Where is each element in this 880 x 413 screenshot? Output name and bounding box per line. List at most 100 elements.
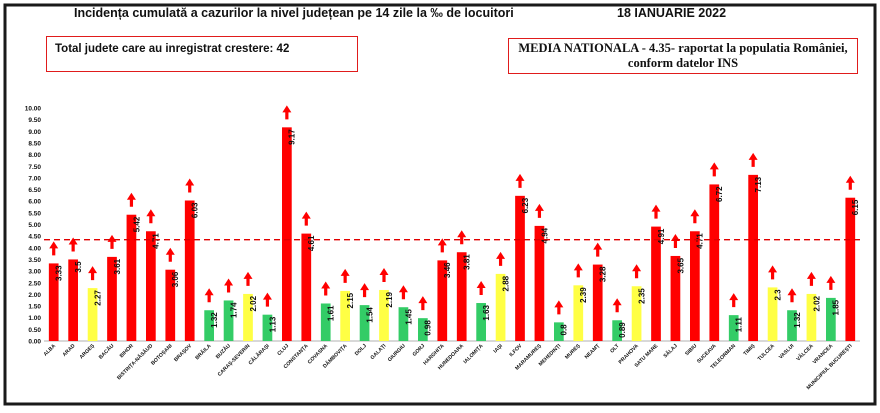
bar — [320, 303, 331, 341]
bar — [495, 273, 506, 341]
bar-value-label: 4.61 — [307, 235, 316, 251]
bar-value-label: 3.61 — [113, 258, 122, 274]
bar — [651, 226, 661, 341]
bar — [184, 200, 195, 341]
category-label: VÂLCEA — [795, 342, 815, 362]
y-tick-label: 2.50 — [28, 280, 41, 287]
category-label: GIURGIU — [387, 343, 407, 363]
trend-up-arrow — [126, 192, 136, 207]
trend-up-arrow — [632, 264, 642, 279]
category-label: TIMIȘ — [743, 343, 757, 357]
bar — [690, 231, 700, 341]
bar-value-label: 3.65 — [676, 257, 685, 273]
bar-value-label: 0.98 — [424, 320, 433, 336]
bar — [107, 256, 117, 341]
trend-up-arrow — [806, 271, 816, 286]
bar — [476, 303, 486, 341]
trend-up-arrow — [787, 288, 797, 303]
y-tick-label: 4.00 — [28, 245, 41, 252]
trend-up-arrow — [224, 278, 234, 293]
y-tick-label: 0.00 — [28, 339, 41, 346]
bar-value-label: 6.15 — [851, 199, 860, 215]
y-tick-label: 0.50 — [28, 327, 41, 334]
bar — [806, 293, 817, 341]
bar-value-label: 4.91 — [657, 228, 666, 244]
bar — [223, 300, 234, 341]
trend-up-arrow — [554, 300, 564, 315]
y-tick-label: 6.50 — [28, 187, 41, 194]
national-average-box: MEDIA NATIONALA - 4.35- raportat la popu… — [508, 38, 858, 74]
trend-up-arrow — [690, 209, 700, 224]
bar-value-label: 0.89 — [618, 322, 627, 338]
bar-value-label: 6.03 — [191, 202, 200, 218]
bar-value-label: 2.02 — [812, 295, 821, 311]
bar-value-label: 1.74 — [229, 302, 238, 318]
category-label: BRAȘOV — [173, 343, 193, 363]
bar — [728, 315, 739, 341]
category-label: VASLUI — [778, 343, 796, 361]
trend-up-arrow — [379, 267, 389, 282]
category-label: IAȘI — [493, 343, 505, 355]
y-tick-label: 10.00 — [25, 106, 42, 113]
bar — [845, 197, 856, 341]
trend-up-arrow — [670, 233, 680, 248]
category-label: GALAȚI — [370, 343, 388, 361]
bar — [709, 184, 720, 341]
trend-up-arrow — [282, 105, 292, 120]
y-tick-label: 3.00 — [28, 269, 41, 276]
trend-up-arrow — [165, 247, 175, 262]
bar — [282, 127, 292, 342]
trend-up-arrow — [398, 285, 408, 300]
category-label: ARGEȘ — [79, 343, 97, 361]
bar-value-label: 6.72 — [715, 186, 724, 202]
trend-up-arrow — [729, 293, 739, 308]
category-label: IALOMIȚA — [463, 343, 485, 365]
bar — [165, 269, 176, 341]
bar — [359, 305, 370, 341]
bar-value-label: 3.28 — [599, 266, 608, 282]
national-average-line2: conform datelor INS — [627, 56, 739, 70]
trend-up-arrow — [768, 265, 778, 280]
y-tick-label: 8.50 — [28, 140, 41, 147]
y-tick-label: 2.00 — [28, 292, 41, 299]
bar — [87, 288, 98, 341]
trend-up-arrow — [845, 175, 855, 190]
bar-value-label: 1.45 — [404, 309, 413, 325]
bar — [670, 255, 681, 341]
bar-value-label: 1.54 — [365, 307, 374, 323]
chart-date: 18 IANUARIE 2022 — [617, 6, 727, 20]
category-label: DOLJ — [354, 343, 368, 357]
bar-value-label: 3.06 — [171, 271, 180, 287]
bar-value-label: 2.39 — [579, 287, 588, 303]
bar-value-label: 1.85 — [832, 299, 841, 315]
category-label: BISTRIȚA-NĂSĂUD — [115, 342, 154, 381]
growth-count-box: Total judete care au inregistrat crester… — [46, 36, 358, 72]
trend-up-arrow — [457, 230, 467, 245]
trend-up-arrow — [301, 211, 311, 226]
trend-up-arrow — [826, 275, 836, 290]
trend-up-arrow — [534, 203, 544, 218]
bar-value-label: 5.42 — [132, 216, 141, 232]
bar — [301, 233, 312, 341]
category-label: GORJ — [412, 343, 427, 358]
bar — [262, 314, 273, 341]
y-tick-label: 7.50 — [28, 164, 41, 171]
category-label: ALBA — [43, 343, 58, 358]
bar-value-label: 2.19 — [385, 291, 394, 307]
trend-up-arrow — [496, 251, 506, 266]
bar — [340, 290, 350, 341]
trend-up-arrow — [107, 234, 117, 249]
trend-up-arrow — [68, 237, 78, 252]
bar — [243, 293, 253, 341]
y-tick-label: 4.50 — [28, 234, 41, 241]
category-label: NEAMȚ — [584, 343, 602, 361]
category-label: BRĂILA — [194, 342, 213, 361]
trend-up-arrow — [185, 178, 195, 193]
trend-up-arrow — [340, 268, 350, 283]
bar-value-label: 2.02 — [249, 295, 258, 311]
bar-value-label: 3.81 — [463, 254, 472, 270]
bar — [126, 214, 137, 341]
bar-value-label: 1.63 — [482, 304, 491, 320]
y-tick-label: 6.00 — [28, 199, 41, 206]
